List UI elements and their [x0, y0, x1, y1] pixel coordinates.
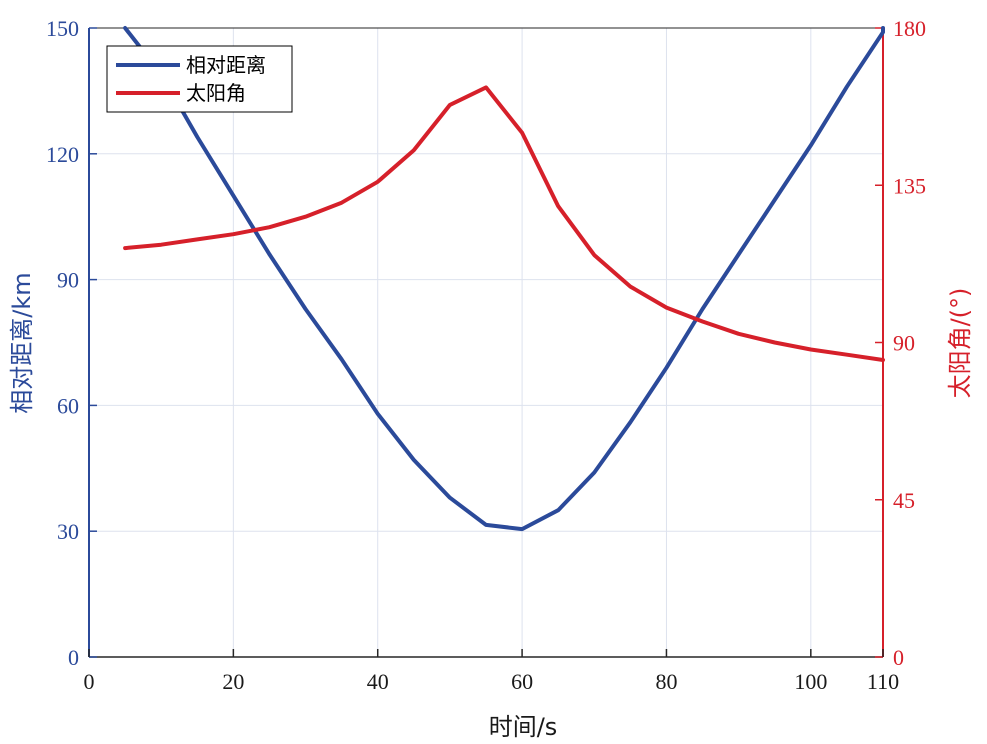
x-axis-label: 时间/s — [489, 713, 558, 741]
right-tick-label: 0 — [893, 645, 904, 670]
left-tick-label: 120 — [46, 142, 79, 167]
x-tick-label: 80 — [655, 669, 677, 694]
legend-label-sun-angle: 太阳角 — [186, 81, 246, 105]
x-tick-label: 100 — [794, 669, 827, 694]
right-y-axis-label: 太阳角/(°) — [946, 288, 974, 399]
right-tick-label: 45 — [893, 488, 915, 513]
x-tick-label: 60 — [511, 669, 533, 694]
left-tick-label: 90 — [57, 268, 79, 293]
right-tick-label: 180 — [893, 16, 926, 41]
left-tick-label: 60 — [57, 393, 79, 418]
legend-label-distance: 相对距离 — [186, 53, 266, 77]
series — [123, 26, 885, 532]
series-line-sun-angle — [123, 85, 885, 362]
x-tick-label: 110 — [867, 669, 899, 694]
left-tick-label: 30 — [57, 519, 79, 544]
ticks: 0 30 60 90 120 150 0 45 90 135 180 0 20 40 60 80 100 110 — [46, 16, 926, 694]
grid — [89, 28, 883, 657]
axes — [88, 27, 884, 658]
legend-box — [106, 45, 293, 113]
x-tick-label: 40 — [367, 669, 389, 694]
legend: 相对距离 太阳角 — [106, 45, 293, 113]
x-tick-label: 0 — [84, 669, 95, 694]
series-line-distance — [123, 26, 885, 532]
x-tick-label: 20 — [222, 669, 244, 694]
left-tick-label: 0 — [68, 645, 79, 670]
left-tick-label: 150 — [46, 16, 79, 41]
right-tick-label: 135 — [893, 173, 926, 198]
right-tick-label: 90 — [893, 331, 915, 356]
left-y-axis-label: 相对距离/km — [8, 272, 36, 413]
